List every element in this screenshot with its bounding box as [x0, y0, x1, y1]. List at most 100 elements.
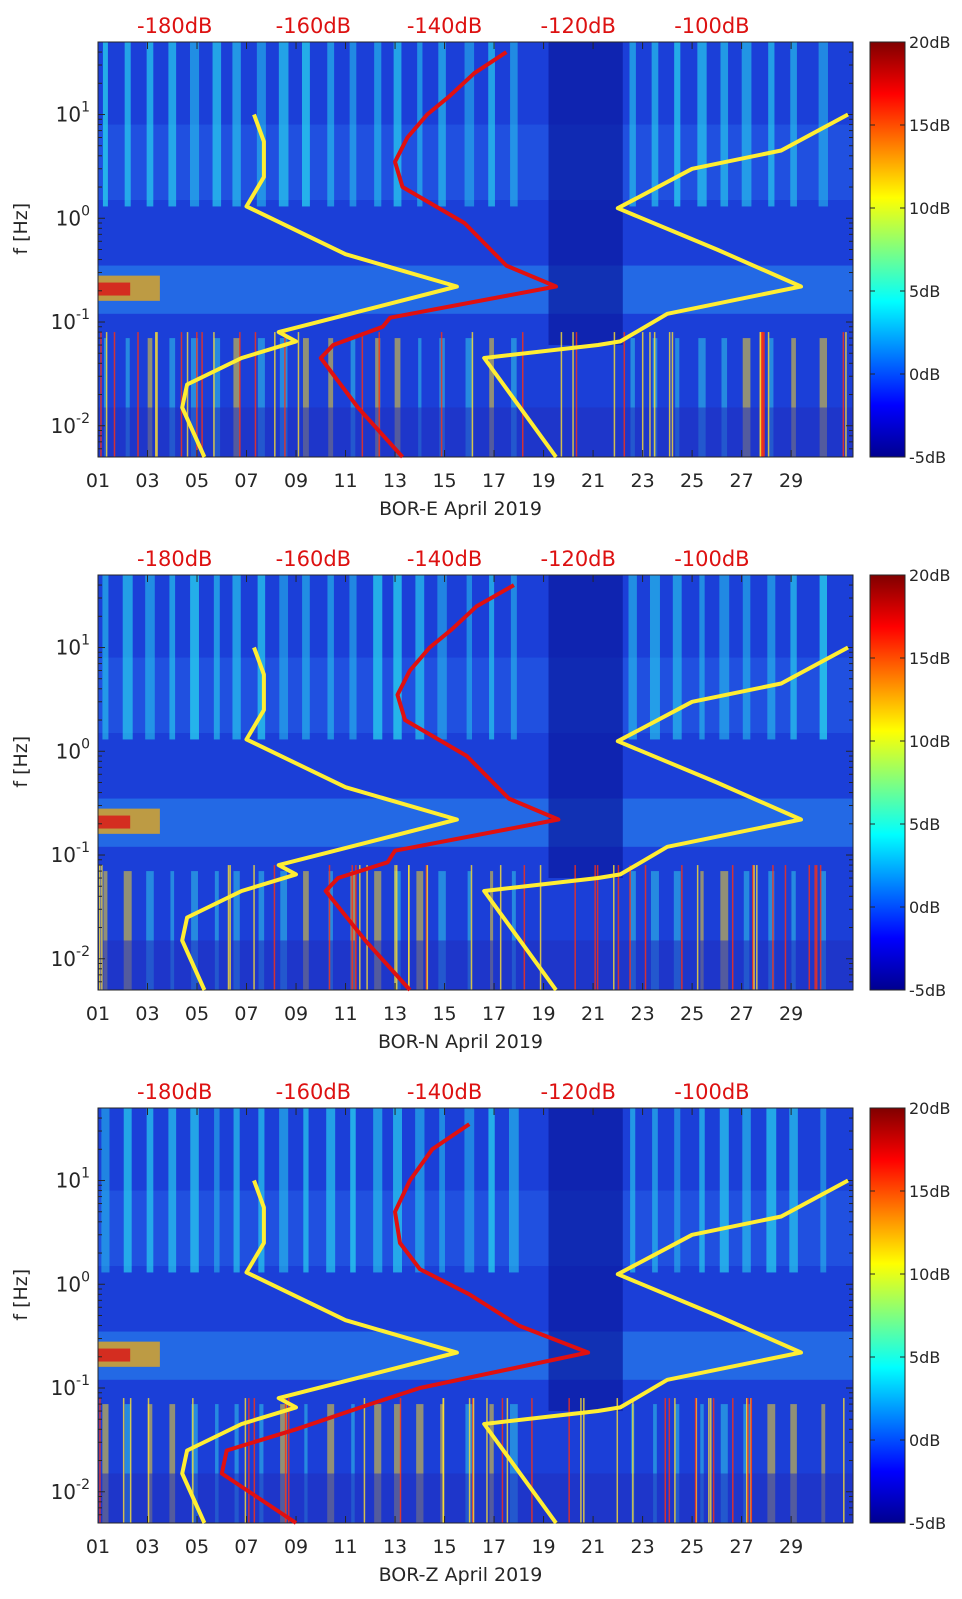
x-tick-label: 05: [185, 470, 209, 492]
x-tick-label: 23: [630, 470, 654, 492]
x-axis-label: BOR-E April 2019: [379, 498, 542, 520]
x-tick-label: 07: [234, 470, 258, 492]
x-tick-label: 11: [333, 1536, 357, 1558]
x-tick-label: 27: [730, 1003, 754, 1025]
x-tick-label: 15: [432, 1536, 456, 1558]
x-tick-label: 01: [86, 1536, 110, 1558]
colorbar-tick-label: -5dB: [909, 981, 946, 1000]
x-tick-label: 17: [482, 470, 506, 492]
x-tick-label: 07: [234, 1536, 258, 1558]
y-tick-label: 101: [56, 633, 90, 660]
top-db-label: -100dB: [674, 1080, 749, 1104]
colorbar-tick-label: -5dB: [909, 1514, 946, 1533]
spectrogram-heatmap: [98, 575, 853, 990]
x-tick-label: 13: [383, 1003, 407, 1025]
y-tick-label: 10-2: [51, 411, 90, 438]
x-tick-label: 27: [730, 1536, 754, 1558]
colorbar-tick-label: 0dB: [909, 365, 940, 384]
x-axis-label: BOR-Z April 2019: [379, 1564, 543, 1586]
x-tick-label: 27: [730, 470, 754, 492]
x-tick-label: 19: [531, 1536, 555, 1558]
y-tick-label: 100: [56, 1269, 90, 1296]
x-tick-label: 19: [531, 1003, 555, 1025]
x-tick-label: 21: [581, 470, 605, 492]
x-tick-label: 29: [779, 470, 803, 492]
top-db-label: -140dB: [407, 1080, 482, 1104]
x-tick-label: 21: [581, 1003, 605, 1025]
colorbar-tick-label: 15dB: [909, 116, 951, 135]
colorbar-tick-label: 20dB: [909, 1099, 951, 1118]
series-low-noise-model: [180, 1179, 459, 1524]
x-tick-label: 05: [185, 1536, 209, 1558]
top-db-label: -140dB: [407, 14, 482, 38]
colorbar-tick-label: -5dB: [909, 448, 946, 467]
x-tick-label: 09: [284, 470, 308, 492]
y-tick-label: 10-1: [51, 1373, 90, 1400]
top-db-label: -180dB: [137, 547, 212, 571]
top-db-label: -120dB: [541, 547, 616, 571]
x-tick-label: 01: [86, 1003, 110, 1025]
spectrogram-heatmap: [98, 1108, 853, 1523]
panel-bor-e: 10-2 10-1 100 101 01 03 05 07 09 11 13 15 17 19 21 23 25…: [10, 14, 951, 520]
x-tick-label: 13: [383, 1536, 407, 1558]
x-tick-label: 13: [383, 470, 407, 492]
colorbar-tick-label: 15dB: [909, 649, 951, 668]
colorbar-tick-label: 0dB: [909, 898, 940, 917]
top-db-label: -120dB: [541, 1080, 616, 1104]
series-median-PSD: [318, 50, 558, 459]
spectrogram-heatmap: [98, 42, 853, 457]
y-axis-label: f [Hz]: [10, 1269, 32, 1321]
y-tick-label: 100: [56, 203, 90, 230]
series-low-noise-model: [180, 646, 459, 991]
y-tick-label: 10-2: [51, 944, 90, 971]
x-tick-label: 23: [630, 1003, 654, 1025]
y-tick-label: 101: [56, 1166, 90, 1193]
x-tick-label: 23: [630, 1536, 654, 1558]
y-tick-label: 10-2: [51, 1477, 90, 1504]
series-high-noise-model: [482, 1178, 849, 1525]
x-tick-label: 15: [432, 470, 456, 492]
x-tick-label: 19: [531, 470, 555, 492]
x-tick-label: 25: [680, 1003, 704, 1025]
series-median-PSD: [219, 1122, 591, 1525]
colorbar-tick-label: 10dB: [909, 199, 951, 218]
x-tick-label: 21: [581, 1536, 605, 1558]
top-db-label: -100dB: [674, 547, 749, 571]
x-tick-label: 17: [482, 1536, 506, 1558]
y-tick-label: 100: [56, 736, 90, 763]
colorbar-tick-label: 5dB: [909, 815, 940, 834]
x-tick-label: 03: [135, 1003, 159, 1025]
top-db-label: -160dB: [276, 1080, 351, 1104]
top-db-label: -100dB: [674, 14, 749, 38]
y-axis-label: f [Hz]: [10, 203, 32, 255]
y-tick-label: 101: [56, 100, 90, 127]
x-tick-label: 09: [284, 1536, 308, 1558]
colorbar: -5dB 0dB 5dB 10dB 15dB 20dB: [869, 33, 951, 467]
colorbar: -5dB 0dB 5dB 10dB 15dB 20dB: [869, 566, 951, 1000]
series-high-noise-model: [482, 645, 849, 992]
y-tick-label: 10-1: [51, 840, 90, 867]
x-tick-label: 09: [284, 1003, 308, 1025]
x-tick-label: 11: [333, 1003, 357, 1025]
x-tick-label: 17: [482, 1003, 506, 1025]
x-tick-label: 07: [234, 1003, 258, 1025]
colorbar-tick-label: 10dB: [909, 1265, 951, 1284]
colorbar-tick-label: 15dB: [909, 1182, 951, 1201]
colorbar-tick-label: 10dB: [909, 732, 951, 751]
series-median-PSD: [323, 583, 561, 992]
x-axis-label: BOR-N April 2019: [378, 1031, 543, 1053]
colorbar-tick-label: 20dB: [909, 33, 951, 52]
top-db-label: -140dB: [407, 547, 482, 571]
colorbar-tick-label: 5dB: [909, 282, 940, 301]
x-tick-label: 01: [86, 470, 110, 492]
colorbar-tick-label: 0dB: [909, 1431, 940, 1450]
colorbar-tick-label: 20dB: [909, 566, 951, 585]
panel-bor-z: 10-2 10-1 100 101 01 03 05 07 09 11 13 15 17 19 21 23 25…: [10, 1080, 951, 1586]
series-low-noise-model: [180, 113, 459, 458]
x-tick-label: 29: [779, 1536, 803, 1558]
x-tick-label: 25: [680, 1536, 704, 1558]
colorbar: -5dB 0dB 5dB 10dB 15dB 20dB: [869, 1099, 951, 1533]
top-db-label: -120dB: [541, 14, 616, 38]
series-high-noise-model: [482, 112, 849, 459]
